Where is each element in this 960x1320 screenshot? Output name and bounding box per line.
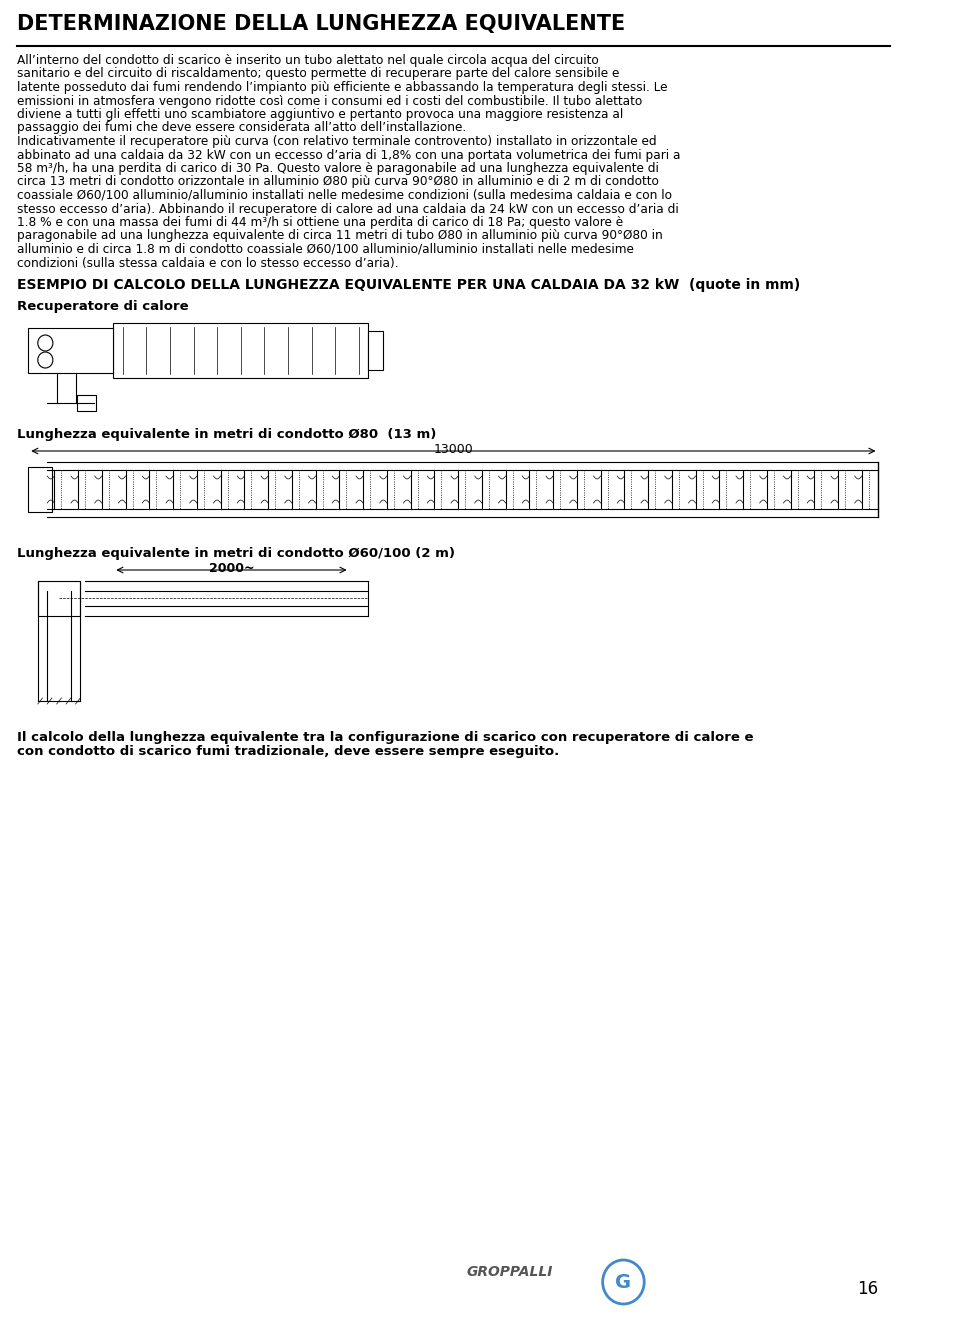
- Bar: [29, 327, 113, 374]
- Text: con condotto di scarico fumi tradizionale, deve essere sempre eseguito.: con condotto di scarico fumi tradizional…: [17, 744, 560, 758]
- Text: 1.8 % e con una massa dei fumi di 44 m³/h si ottiene una perdita di carico di 18: 1.8 % e con una massa dei fumi di 44 m³/…: [17, 216, 623, 228]
- Text: diviene a tutti gli effetti uno scambiatore aggiuntivo e pertanto provoca una ma: diviene a tutti gli effetti uno scambiat…: [17, 108, 623, 121]
- Text: Recuperatore di calore: Recuperatore di calore: [17, 300, 188, 313]
- Text: Lunghezza equivalente in metri di condotto Ø60/100 (2 m): Lunghezza equivalente in metri di condot…: [17, 546, 455, 560]
- Text: latente posseduto dai fumi rendendo l’impianto più efficiente e abbassando la te: latente posseduto dai fumi rendendo l’im…: [17, 81, 667, 94]
- Bar: [29, 467, 52, 512]
- Text: paragonabile ad una lunghezza equivalente di circa 11 metri di tubo Ø80 in allum: paragonabile ad una lunghezza equivalent…: [17, 230, 662, 243]
- Bar: [369, 331, 382, 370]
- Text: All’interno del condotto di scarico è inserito un tubo alettato nel quale circol: All’interno del condotto di scarico è in…: [17, 54, 599, 67]
- Text: GROPPALLI: GROPPALLI: [467, 1265, 553, 1279]
- Text: ESEMPIO DI CALCOLO DELLA LUNGHEZZA EQUIVALENTE PER UNA CALDAIA DA 32 kW  (quote : ESEMPIO DI CALCOLO DELLA LUNGHEZZA EQUIV…: [17, 279, 801, 292]
- Bar: [113, 323, 369, 378]
- Text: 2000~: 2000~: [208, 562, 254, 576]
- Text: 16: 16: [857, 1280, 878, 1298]
- Text: Lunghezza equivalente in metri di condotto Ø80  (13 m): Lunghezza equivalente in metri di condot…: [17, 428, 437, 441]
- Text: 13000: 13000: [434, 444, 473, 455]
- Text: passaggio dei fumi che deve essere considerata all’atto dell’installazione.: passaggio dei fumi che deve essere consi…: [17, 121, 467, 135]
- Text: G: G: [615, 1272, 632, 1291]
- Text: abbinato ad una caldaia da 32 kW con un eccesso d’aria di 1,8% con una portata v: abbinato ad una caldaia da 32 kW con un …: [17, 149, 681, 161]
- Text: circa 13 metri di condotto orizzontale in alluminio Ø80 più curva 90°Ø80 in allu: circa 13 metri di condotto orizzontale i…: [17, 176, 659, 189]
- Bar: [78, 395, 96, 411]
- Text: sanitario e del circuito di riscaldamento; questo permette di recuperare parte d: sanitario e del circuito di riscaldament…: [17, 67, 619, 81]
- Text: condizioni (sulla stessa caldaia e con lo stesso eccesso d’aria).: condizioni (sulla stessa caldaia e con l…: [17, 256, 398, 269]
- Text: DETERMINAZIONE DELLA LUNGHEZZA EQUIVALENTE: DETERMINAZIONE DELLA LUNGHEZZA EQUIVALEN…: [17, 15, 625, 34]
- Text: Indicativamente il recuperatore più curva (con relativo terminale controvento) i: Indicativamente il recuperatore più curv…: [17, 135, 657, 148]
- Bar: [37, 581, 81, 616]
- Text: emissioni in atmosfera vengono ridotte così come i consumi ed i costi del combus: emissioni in atmosfera vengono ridotte c…: [17, 95, 642, 107]
- Text: alluminio e di circa 1.8 m di condotto coassiale Ø60/100 alluminio/alluminio ins: alluminio e di circa 1.8 m di condotto c…: [17, 243, 634, 256]
- Text: coassiale Ø60/100 alluminio/alluminio installati nelle medesime condizioni (sull: coassiale Ø60/100 alluminio/alluminio in…: [17, 189, 672, 202]
- Text: stesso eccesso d’aria). Abbinando il recuperatore di calore ad una caldaia da 24: stesso eccesso d’aria). Abbinando il rec…: [17, 202, 679, 215]
- Text: 58 m³/h, ha una perdita di carico di 30 Pa. Questo valore è paragonabile ad una : 58 m³/h, ha una perdita di carico di 30 …: [17, 162, 659, 176]
- Text: Il calcolo della lunghezza equivalente tra la configurazione di scarico con recu: Il calcolo della lunghezza equivalente t…: [17, 731, 754, 744]
